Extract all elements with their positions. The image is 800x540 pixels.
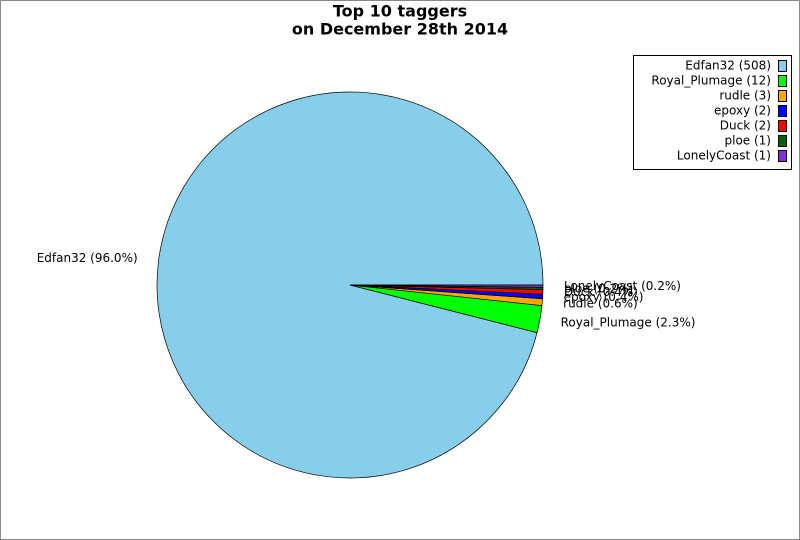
legend-swatch — [778, 90, 787, 102]
legend-label: Royal_Plumage (12) — [651, 74, 771, 88]
slice-label: LonelyCoast (0.2%) — [564, 279, 681, 293]
legend-label: Edfan32 (508) — [685, 59, 771, 73]
legend-label: ploe (1) — [725, 134, 772, 148]
slice-label: epoxy (0.4%) — [564, 290, 644, 304]
legend-swatch — [778, 120, 787, 132]
legend-box — [633, 55, 792, 170]
legend-swatch — [778, 60, 787, 72]
legend-swatch — [778, 75, 787, 87]
slice-label: Royal_Plumage (2.3%) — [561, 315, 696, 329]
slice-label: Edfan32 (96.0%) — [37, 251, 138, 265]
pie-slice — [349, 284, 544, 288]
chart-title: Top 10 taggers — [333, 2, 467, 21]
legend-swatch — [778, 105, 787, 117]
chart-subtitle: on December 28th 2014 — [292, 20, 508, 39]
slice-label: rudle (0.6%) — [563, 297, 638, 311]
slice-label: Duck (0.4%) — [564, 285, 638, 299]
slice-label: ploe (0.2%) — [564, 281, 633, 295]
legend-label: LonelyCoast (1) — [677, 149, 771, 163]
legend-swatch — [778, 150, 787, 162]
legend-label: rudle (3) — [719, 89, 771, 103]
legend-label: epoxy (2) — [714, 104, 771, 118]
legend-label: Duck (2) — [720, 119, 771, 133]
legend-swatch — [778, 135, 787, 147]
